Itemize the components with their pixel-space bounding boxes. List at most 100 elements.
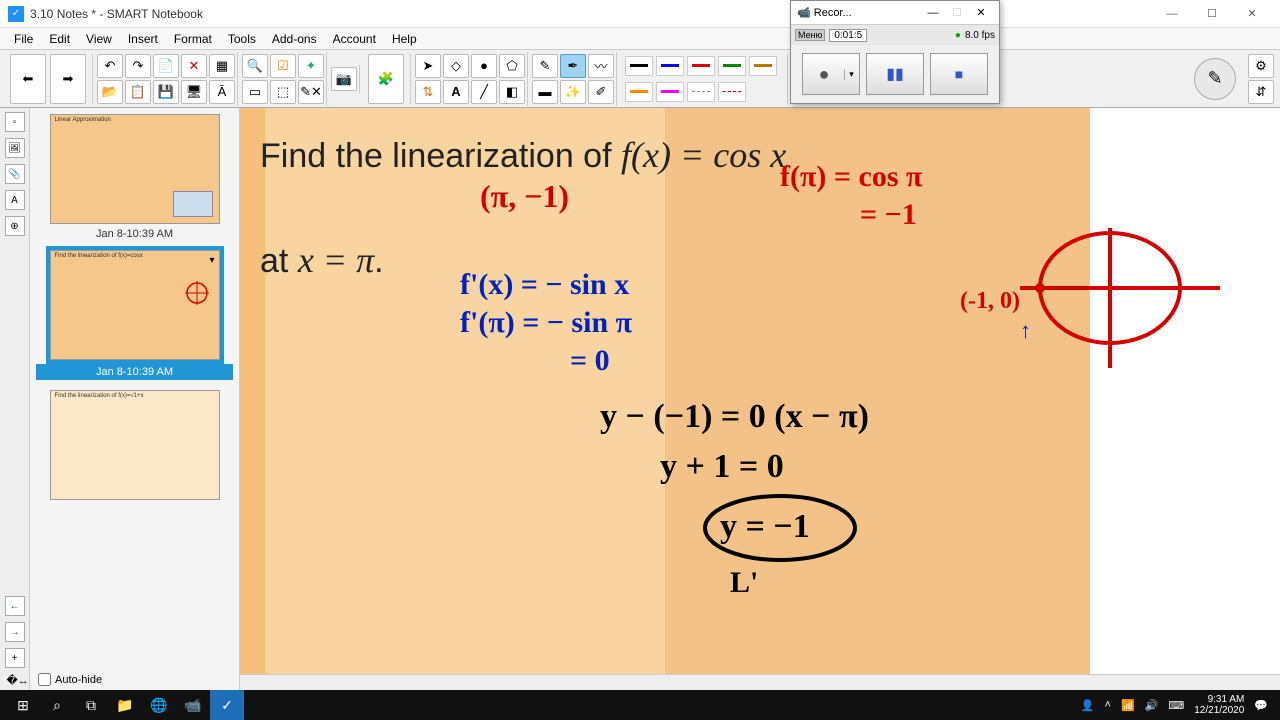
zoom-button[interactable]: 🔍 [242,54,268,78]
regpoly-button[interactable]: ⬠ [499,54,525,78]
pen-magenta[interactable] [656,82,684,102]
horizontal-scrollbar[interactable] [240,674,1280,690]
undo-button[interactable]: ↶ [97,54,123,78]
menu-edit[interactable]: Edit [41,30,78,48]
text-format-button[interactable]: Ā [209,80,235,104]
move-toolbar-button[interactable]: ⇵ [1248,80,1274,104]
pause-button[interactable]: ▮▮ [866,53,924,95]
shape-button[interactable]: ▭ [242,80,268,104]
resize-handle[interactable]: �↔ [7,674,23,690]
delete-button[interactable]: ✕ [181,54,207,78]
thumb-dropdown-icon[interactable]: ▾ [209,255,214,266]
tab-properties[interactable]: A [5,190,25,210]
close-button[interactable]: ✕ [1232,2,1272,26]
menu-addons[interactable]: Add-ons [264,30,325,48]
menu-file[interactable]: File [6,30,41,48]
recorder-window[interactable]: 📹 Recor... — ☐ ✕ Меню 0:01:5 ● 8.0 fps ●… [790,0,1000,104]
autohide-input[interactable] [38,673,51,686]
menu-view[interactable]: View [78,30,120,48]
tab-page-sorter[interactable]: ▫ [5,112,25,132]
menu-format[interactable]: Format [166,30,220,48]
search-button[interactable]: ⌕ [40,690,74,720]
clock[interactable]: 9:31 AM 12/21/2020 [1194,694,1244,716]
creative-pen[interactable]: ✐ [588,80,614,104]
record-button[interactable]: ● ▾ [802,53,860,95]
magic-pen[interactable]: ✨ [560,80,586,104]
prev-page-button[interactable]: ⬅ [10,54,46,104]
tray-up-icon[interactable]: ˄ [1105,699,1111,711]
thumb-3[interactable]: Find the linearization of f(x)=√1+x x [36,390,233,516]
clear-button[interactable]: ✎✕ [298,80,324,104]
recorder-menu[interactable]: Меню [795,29,825,41]
taskview-button[interactable]: ⧉ [74,690,108,720]
save-button[interactable]: 💾 [153,80,179,104]
stop-button[interactable]: ■ [930,53,988,95]
recorder-icon[interactable]: 📹 [176,690,210,720]
pen-orange[interactable] [625,82,653,102]
text-tool[interactable]: A [443,80,469,104]
shape2-button[interactable]: ◇ [443,54,469,78]
canvas[interactable]: Find the linearization of f(x) = cos x a… [240,108,1280,690]
chrome-icon[interactable]: 🌐 [142,690,176,720]
eraser-tool[interactable]: ◧ [499,80,525,104]
select-tool[interactable]: ➤ [415,54,441,78]
pen-tool[interactable]: ✎ [532,54,558,78]
pen-gray[interactable] [687,82,715,102]
tab-next[interactable]: → [5,622,25,642]
fill-button[interactable]: ● [471,54,497,78]
paste-button[interactable]: 📋 [125,80,151,104]
start-button[interactable]: ⊞ [6,690,40,720]
camera-button[interactable]: 📷 [331,67,357,91]
menu-help[interactable]: Help [384,30,425,48]
open-button[interactable]: 📂 [97,80,123,104]
highlighter-tool[interactable]: ▬ [532,80,558,104]
tray-lang-icon[interactable]: ⌨ [1168,699,1184,712]
menu-tools[interactable]: Tools [220,30,264,48]
recorder-maximize[interactable]: ☐ [945,6,969,19]
menu-account[interactable]: Account [325,30,384,48]
maximize-button[interactable]: ☐ [1192,2,1232,26]
tab-attachments[interactable]: 📎 [5,164,25,184]
autohide-checkbox[interactable]: Auto-hide [38,673,102,686]
notifications-icon[interactable]: 💬 [1254,699,1268,712]
pen-green[interactable] [718,56,746,76]
table-button[interactable]: ▦ [209,54,235,78]
screen-button[interactable]: 🖥 [181,80,207,104]
minimize-button[interactable]: — [1152,2,1192,26]
pen-red2[interactable] [718,82,746,102]
check-button[interactable]: ☑ [270,54,296,78]
settings-button[interactable]: ⚙ [1248,54,1274,78]
thumb-2[interactable]: ▾ Find the linearization of f(x)=cosx Ja… [36,250,233,380]
next-page-button[interactable]: ➡ [50,54,86,104]
notebook-icon[interactable]: ✓ [210,690,244,720]
tray-volume-icon[interactable]: 🔊 [1145,699,1159,712]
measure-button[interactable]: ⇅ [415,80,441,104]
puzzle-button[interactable]: ✦ [298,54,324,78]
recorder-titlebar[interactable]: 📹 Recor... — ☐ ✕ [791,1,999,25]
tab-prev[interactable]: ← [5,596,25,616]
pen-style-button[interactable]: ✎ [1194,58,1236,100]
new-page-button[interactable]: 📄 [153,54,179,78]
recorder-close[interactable]: ✕ [969,6,993,19]
addon-button[interactable]: 🧩 [368,54,404,104]
tray-network-icon[interactable]: 📶 [1121,699,1135,712]
recorder-minimize[interactable]: — [921,7,945,19]
pen-black[interactable] [625,56,653,76]
calligraphy-pen[interactable]: ✒ [560,54,586,78]
explorer-icon[interactable]: 📁 [108,690,142,720]
tab-addons[interactable]: ⊕ [5,216,25,236]
pen-brown[interactable] [749,56,777,76]
tab-gallery[interactable]: 🖼 [5,138,25,158]
record-dropdown[interactable]: ▾ [844,69,858,80]
menu-insert[interactable]: Insert [120,30,166,48]
rect-button[interactable]: ⬚ [270,80,296,104]
crayon-tool[interactable]: 〰 [588,54,614,78]
tab-add[interactable]: + [5,648,25,668]
tray-people-icon[interactable]: 👤 [1081,699,1095,712]
pen-red[interactable] [687,56,715,76]
line-tool[interactable]: ╱ [471,80,497,104]
redo-button[interactable]: ↷ [125,54,151,78]
pen-blue[interactable] [656,56,684,76]
pen-colors [619,54,788,104]
thumb-1[interactable]: Linear Approximation Jan 8-10:39 AM [36,114,233,240]
